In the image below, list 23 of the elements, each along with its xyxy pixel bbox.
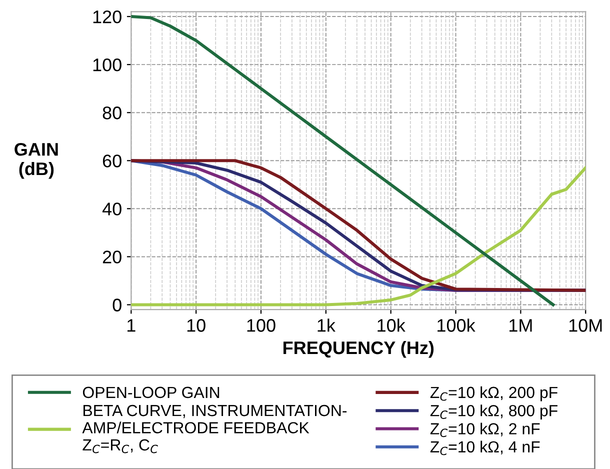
x-tick-label: 1k bbox=[318, 318, 336, 332]
legend-label: Z$_{C}$=10 kΩ, 800 pF bbox=[430, 404, 558, 420]
y-tick-label: 20 bbox=[102, 250, 122, 264]
x-tick-label: 10 bbox=[187, 319, 206, 332]
x-tick-label: 1 bbox=[128, 319, 136, 332]
x-tick-label: 100 bbox=[247, 319, 276, 332]
x-axis-title: FREQUENCY (Hz) bbox=[284, 340, 434, 358]
legend-label: BETA CURVE, INSTRUMENTATION- AMP/ELECTRODE FEEDBACK Z$_{C}$=R$_{C}$, C$_{C}$ bbox=[82, 404, 347, 454]
legend-label: Z$_{C}$=10 kΩ, 2 nF bbox=[430, 422, 540, 438]
legend-label: OPEN-LOOP GAIN bbox=[82, 386, 220, 398]
legend-label: Z$_{C}$=10 kΩ, 4 nF bbox=[430, 440, 540, 456]
y-tick-label: 100 bbox=[93, 58, 122, 72]
y-tick-label: 0 bbox=[112, 298, 122, 312]
y-tick-label: 40 bbox=[102, 202, 122, 216]
x-tick-label: 10k bbox=[378, 318, 406, 332]
y-tick-label: 60 bbox=[102, 154, 122, 168]
x-tick-label: 10M bbox=[569, 319, 602, 332]
y-axis-title: GAIN (dB) bbox=[14, 142, 58, 179]
y-tick-label: 120 bbox=[93, 10, 122, 24]
x-tick-label: 1M bbox=[510, 319, 532, 332]
x-tick-label: 100k bbox=[438, 318, 476, 332]
y-tick-label: 80 bbox=[102, 106, 122, 120]
legend-label: Z$_{C}$=10 kΩ, 200 pF bbox=[430, 386, 558, 402]
